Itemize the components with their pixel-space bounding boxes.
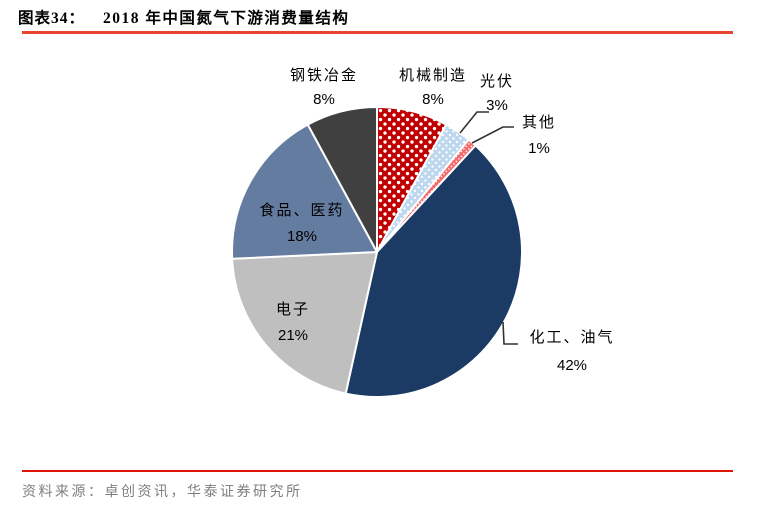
leader-line-chemical-oil-gas bbox=[502, 321, 518, 345]
slice-label-percent: 8% bbox=[313, 91, 335, 108]
slice-label-name: 化工、油气 bbox=[529, 330, 615, 346]
slice-label-chemical-oil-gas: 化工、油气 42% bbox=[529, 325, 614, 379]
slice-label-food-pharmaceutical: 食品、医药 18% bbox=[259, 198, 344, 250]
pie-slice-chemical-oil-gas bbox=[344, 144, 524, 398]
pie-slice-electronics bbox=[231, 251, 378, 395]
pie-slice-steel-metallurgy bbox=[306, 106, 378, 253]
pie-slice-food-pharmaceutical bbox=[231, 123, 378, 260]
slice-label-machinery-manufacturing: 机械制造 8% bbox=[399, 64, 467, 112]
slice-label-name: 其他 bbox=[521, 115, 557, 131]
slice-label-others: 其他 1% bbox=[522, 111, 556, 161]
figure-header: 图表34： 2018 年中国氮气下游消费量结构 bbox=[18, 6, 349, 28]
slice-label-name: 食品、医药 bbox=[259, 203, 345, 219]
slice-label-name: 机械制造 bbox=[398, 68, 468, 84]
slice-label-percent: 42% bbox=[556, 357, 588, 374]
slice-label-percent: 8% bbox=[422, 91, 444, 108]
slice-label-electronics: 电子 21% bbox=[276, 297, 310, 349]
figure-number-label: 图表34： bbox=[18, 10, 86, 27]
slice-label-name: 钢铁冶金 bbox=[289, 68, 359, 84]
slice-label-percent: 21% bbox=[277, 327, 309, 344]
slice-label-photovoltaic: 光伏 3% bbox=[480, 70, 514, 118]
slice-label-percent: 3% bbox=[486, 97, 508, 114]
slice-label-percent: 1% bbox=[528, 140, 550, 157]
source-note: 资料来源：卓创资讯，华泰证券研究所 bbox=[22, 485, 303, 500]
page-title: 2018 年中国氮气下游消费量结构 bbox=[103, 10, 350, 27]
slice-label-steel-metallurgy: 钢铁冶金 8% bbox=[290, 64, 358, 112]
leader-line-others bbox=[471, 126, 514, 144]
slice-label-name: 电子 bbox=[275, 302, 311, 318]
footer-rule bbox=[22, 470, 733, 472]
slice-label-name: 光伏 bbox=[479, 74, 515, 90]
header-rule bbox=[22, 31, 733, 34]
leader-line-photovoltaic bbox=[459, 111, 489, 134]
slice-label-percent: 18% bbox=[286, 228, 318, 245]
